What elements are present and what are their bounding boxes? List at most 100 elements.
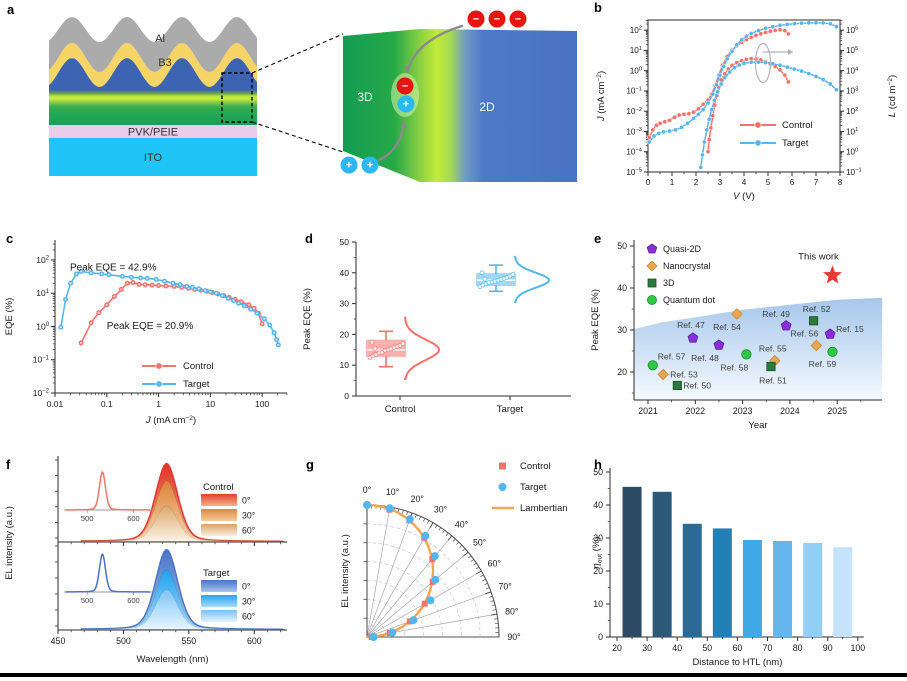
legend-angle: 30° bbox=[242, 511, 255, 521]
violin-target bbox=[476, 255, 550, 304]
luminance-axis-indicator bbox=[754, 42, 793, 84]
panel-f-el-spectra: f 500 600 Control 0° 30° 60° 450 500 550 600 500 60… bbox=[0, 450, 296, 675]
y-axis-label: ηout (%) bbox=[591, 537, 604, 569]
bar-55nm bbox=[712, 528, 732, 637]
svg-text:106: 106 bbox=[846, 26, 858, 35]
svg-text:−: − bbox=[402, 81, 408, 93]
svg-text:10−1: 10−1 bbox=[626, 87, 642, 96]
legend-title: Target bbox=[203, 568, 230, 579]
svg-text:101: 101 bbox=[846, 127, 858, 136]
legend-angle: 30° bbox=[242, 597, 255, 607]
legend-angle: 60° bbox=[242, 612, 255, 622]
annotation-peak-eqe-1: Peak EQE = 20.9% bbox=[107, 321, 194, 332]
bars bbox=[622, 486, 853, 637]
svg-text:6: 6 bbox=[790, 178, 795, 187]
ref-label: Ref. 53 bbox=[670, 370, 698, 380]
axes bbox=[55, 456, 287, 546]
svg-text:20: 20 bbox=[617, 367, 627, 377]
l-target-series bbox=[698, 59, 839, 170]
angle-tick-label: 70° bbox=[498, 582, 511, 592]
y-axis-label: EQE (%) bbox=[4, 298, 15, 335]
legend-quantum-dot: Quantum dot bbox=[663, 295, 716, 305]
angle-tick-label: 90° bbox=[507, 632, 520, 642]
legend-target: Target bbox=[183, 379, 210, 390]
spectra-control bbox=[80, 462, 284, 543]
this-work-label: This work bbox=[798, 251, 839, 262]
eqe-chart-figure: 0.01 0.1 1 10 100 10−2 10−1 100 101 102 J (mA cm−2… bbox=[4, 240, 288, 426]
panel-label-d: d bbox=[305, 231, 313, 246]
svg-text:1: 1 bbox=[670, 178, 675, 187]
hole-charge: + bbox=[397, 95, 415, 113]
axes: 0 10 20 30 40 50 Peak EQE (%) Control Target bbox=[302, 237, 571, 415]
svg-text:10: 10 bbox=[593, 599, 603, 609]
y-axis-label: Peak EQE (%) bbox=[302, 288, 313, 350]
svg-text:−: − bbox=[515, 14, 521, 26]
svg-text:40: 40 bbox=[672, 643, 682, 653]
svg-text:101: 101 bbox=[630, 46, 642, 55]
angle-labels: 0° 10° 20° 30° 40° 50° 60° 70° 80° 90° bbox=[363, 485, 521, 642]
svg-text:100: 100 bbox=[850, 643, 865, 653]
lambertian-curve bbox=[365, 503, 435, 639]
panel-label-g: g bbox=[306, 457, 314, 472]
svg-text:0.1: 0.1 bbox=[101, 399, 113, 409]
bar-35nm bbox=[652, 491, 672, 637]
legend: Control Target bbox=[142, 361, 214, 390]
panel-label-h: h bbox=[594, 457, 602, 472]
legend-quasi-2d: Quasi-2D bbox=[663, 244, 702, 254]
legend-control: Control 0° 30° 60° bbox=[201, 482, 255, 536]
x-axis-label: V (V) bbox=[733, 191, 755, 202]
svg-text:+: + bbox=[346, 160, 352, 172]
svg-text:102: 102 bbox=[36, 255, 49, 265]
bar-85nm bbox=[803, 542, 823, 637]
svg-text:60: 60 bbox=[733, 643, 743, 653]
svg-text:−: − bbox=[494, 14, 500, 26]
y-axis-label-right: L (cd m−2) bbox=[887, 75, 898, 117]
svg-text:30: 30 bbox=[617, 325, 627, 335]
ref-label: Ref. 56 bbox=[791, 329, 819, 339]
svg-text:30: 30 bbox=[642, 643, 652, 653]
svg-text:10−4: 10−4 bbox=[626, 147, 642, 156]
eqe-control-series bbox=[78, 280, 265, 346]
panel-d-violin-chart: d 0 10 20 30 40 50 Peak EQE (%) Control Target bbox=[296, 226, 586, 450]
legend-target: Target bbox=[782, 138, 809, 149]
angle-tick-label: 20° bbox=[411, 494, 424, 504]
x-axis-label: Distance to HTL (nm) bbox=[692, 657, 782, 668]
el-spectra-figure: 500 600 Control 0° 30° 60° 450 500 550 600 500 600 T… bbox=[4, 456, 287, 665]
x-axis-label: J (mA cm−2) bbox=[145, 415, 196, 426]
angle-tick-label: 0° bbox=[363, 485, 371, 495]
svg-text:50: 50 bbox=[702, 643, 712, 653]
legend-angle: 0° bbox=[242, 582, 250, 592]
electron-charge: − bbox=[488, 10, 506, 28]
svg-text:103: 103 bbox=[846, 87, 858, 96]
svg-text:+: + bbox=[367, 160, 373, 172]
pvk-peie-layer bbox=[49, 125, 257, 138]
y-axis-label: EL intensity (a.u.) bbox=[4, 506, 15, 580]
svg-text:2: 2 bbox=[694, 178, 699, 187]
legend-control: Control bbox=[520, 461, 551, 472]
svg-text:−: − bbox=[473, 14, 479, 26]
device-schematic-figure: Al B3 PVK/PEIE ITO 3D 2D − − − − + + + bbox=[49, 10, 577, 182]
violin-control bbox=[366, 316, 440, 381]
spectra-target bbox=[80, 549, 284, 631]
eqe-target-series bbox=[58, 268, 281, 348]
ref-label: Ref. 48 bbox=[691, 353, 719, 363]
svg-text:500: 500 bbox=[81, 514, 94, 523]
label-2d: 2D bbox=[479, 100, 495, 114]
svg-text:20: 20 bbox=[593, 566, 603, 576]
bar-25nm bbox=[622, 486, 642, 637]
svg-text:40: 40 bbox=[340, 268, 350, 278]
svg-text:10−1: 10−1 bbox=[33, 355, 50, 365]
svg-text:101: 101 bbox=[36, 288, 49, 298]
svg-text:600: 600 bbox=[127, 514, 140, 523]
panel-label-e: e bbox=[594, 231, 602, 246]
literature-scatter-figure: 2021 2022 2023 2024 2025 20 30 40 50 Year Peak EQE… bbox=[590, 240, 883, 431]
j-control-series bbox=[646, 27, 791, 140]
literature-envelope bbox=[633, 297, 883, 400]
panel-label-b: b bbox=[594, 0, 602, 15]
svg-text:10: 10 bbox=[340, 360, 350, 370]
svg-text:2023: 2023 bbox=[733, 406, 753, 416]
x-axis-label: Wavelength (nm) bbox=[137, 654, 209, 665]
svg-text:102: 102 bbox=[630, 26, 642, 35]
svg-text:600: 600 bbox=[247, 636, 262, 646]
